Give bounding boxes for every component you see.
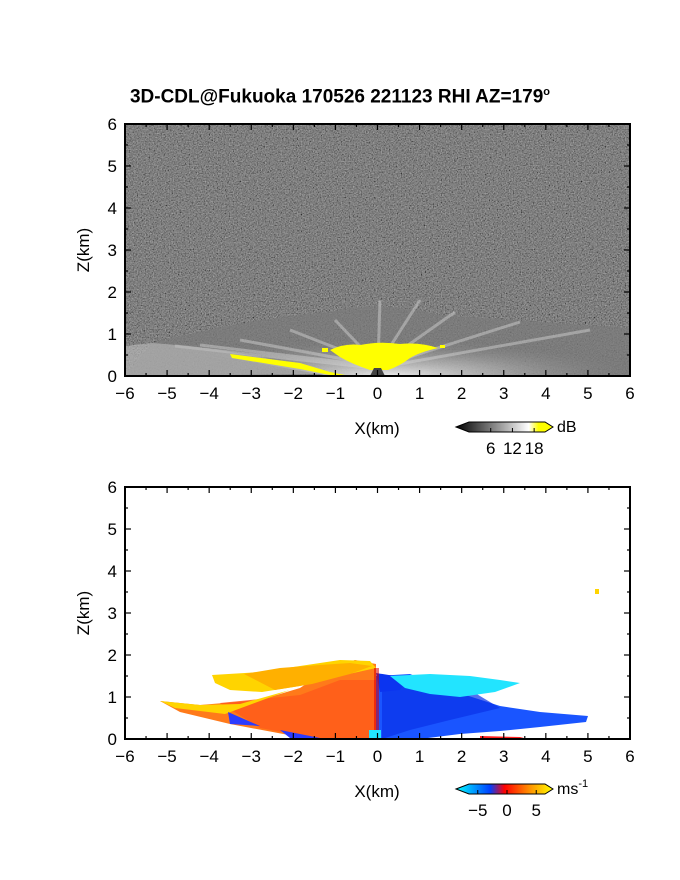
velocity-ticks bbox=[124, 486, 631, 740]
velocity-positive-region bbox=[160, 660, 376, 739]
power-xlabel: X(km) bbox=[354, 419, 399, 438]
velocity-y-tick-label: 3 bbox=[108, 604, 117, 623]
velocity-x-tick-label: 5 bbox=[583, 747, 592, 766]
power-x-tick-label: 1 bbox=[415, 384, 424, 403]
power-x-tick-label: −1 bbox=[326, 384, 345, 403]
power-y-tick-label: 0 bbox=[108, 367, 117, 386]
velocity-x-tick-label: −1 bbox=[326, 747, 345, 766]
power-y-tick-label: 3 bbox=[108, 241, 117, 260]
velocity-colorbar: −5 0 5 ms-1 bbox=[454, 778, 588, 820]
velocity-x-tick-label: 2 bbox=[457, 747, 466, 766]
power-x-tick-label: 2 bbox=[457, 384, 466, 403]
power-y-tick-labels: 0 1 2 3 4 5 6 bbox=[108, 115, 117, 386]
velocity-x-tick-label: 0 bbox=[373, 747, 382, 766]
velocity-y-tick-labels: 0 1 2 3 4 5 6 bbox=[108, 478, 117, 749]
power-colorbar-bar bbox=[454, 421, 554, 433]
power-x-tick-label: −6 bbox=[115, 384, 134, 403]
velocity-x-tick-labels: −6 −5 −4 −3 −2 −1 0 1 2 3 4 5 6 bbox=[115, 747, 634, 766]
figure-title: 3D-CDL@Fukuoka 170526 221123 RHI AZ=179o bbox=[0, 86, 680, 108]
power-x-tick-label: −2 bbox=[284, 384, 303, 403]
title-text: 3D-CDL@Fukuoka 170526 221123 RHI AZ=179 bbox=[129, 86, 544, 108]
velocity-colorbar-tick-label: 0 bbox=[502, 801, 511, 820]
power-ylabel: Z(km) bbox=[74, 228, 93, 272]
velocity-x-tick-label: 1 bbox=[415, 747, 424, 766]
velocity-ylabel: Z(km) bbox=[74, 591, 93, 635]
power-x-tick-label: −4 bbox=[199, 384, 218, 403]
power-y-tick-label: 6 bbox=[108, 115, 117, 134]
power-x-tick-label: 4 bbox=[541, 384, 550, 403]
velocity-x-tick-label: −3 bbox=[242, 747, 261, 766]
power-colorbar-tick-label: 18 bbox=[525, 439, 544, 458]
velocity-negative-region bbox=[376, 673, 588, 739]
power-x-tick-label: −3 bbox=[242, 384, 261, 403]
velocity-near-site bbox=[369, 668, 381, 739]
power-ticks bbox=[124, 123, 631, 377]
velocity-y-tick-label: 2 bbox=[108, 646, 117, 665]
title-degree: o bbox=[543, 86, 551, 98]
power-y-tick-label: 4 bbox=[108, 199, 117, 218]
power-saturated-yellow bbox=[230, 342, 445, 375]
power-x-tick-label: 3 bbox=[499, 384, 508, 403]
velocity-colorbar-bar bbox=[454, 783, 554, 795]
velocity-colorbar-tick-label: −5 bbox=[468, 801, 487, 820]
velocity-colorbar-unit: ms-1 bbox=[557, 778, 588, 798]
velocity-x-tick-label: −6 bbox=[115, 747, 134, 766]
velocity-x-tick-label: −5 bbox=[157, 747, 176, 766]
power-x-tick-label: 6 bbox=[625, 384, 634, 403]
power-y-tick-label: 2 bbox=[108, 283, 117, 302]
velocity-colorbar-unit-exp: -1 bbox=[578, 778, 588, 790]
velocity-isolated-echo bbox=[595, 589, 599, 594]
power-colorbar-tick-label: 6 bbox=[486, 439, 495, 458]
velocity-y-tick-label: 4 bbox=[108, 562, 117, 581]
power-y-tick-label: 5 bbox=[108, 157, 117, 176]
velocity-colorbar-unit-base: ms bbox=[557, 781, 578, 798]
velocity-x-tick-label: 3 bbox=[499, 747, 508, 766]
power-colorbar-unit: dB bbox=[557, 419, 577, 436]
velocity-y-tick-label: 1 bbox=[108, 688, 117, 707]
velocity-xlabel: X(km) bbox=[354, 782, 399, 801]
velocity-colorbar-ticks: −5 0 5 bbox=[468, 790, 541, 820]
velocity-x-tick-label: 6 bbox=[625, 747, 634, 766]
power-colorbar-tick-label: 12 bbox=[503, 439, 522, 458]
velocity-x-tick-label: 4 bbox=[541, 747, 550, 766]
power-y-tick-label: 1 bbox=[108, 325, 117, 344]
velocity-x-tick-label: −2 bbox=[284, 747, 303, 766]
power-colorbar-ticks: 6 12 18 bbox=[486, 428, 544, 458]
velocity-x-tick-label: −4 bbox=[199, 747, 218, 766]
velocity-y-tick-label: 5 bbox=[108, 520, 117, 539]
power-colorbar: 6 12 18 dB bbox=[454, 419, 577, 458]
power-x-tick-labels: −6 −5 −4 −3 −2 −1 0 1 2 3 4 5 6 bbox=[115, 384, 634, 403]
power-x-tick-label: 0 bbox=[373, 384, 382, 403]
velocity-y-tick-label: 6 bbox=[108, 478, 117, 497]
velocity-y-tick-label: 0 bbox=[108, 730, 117, 749]
power-x-tick-label: 5 bbox=[583, 384, 592, 403]
velocity-colorbar-tick-label: 5 bbox=[531, 801, 540, 820]
power-x-tick-label: −5 bbox=[157, 384, 176, 403]
